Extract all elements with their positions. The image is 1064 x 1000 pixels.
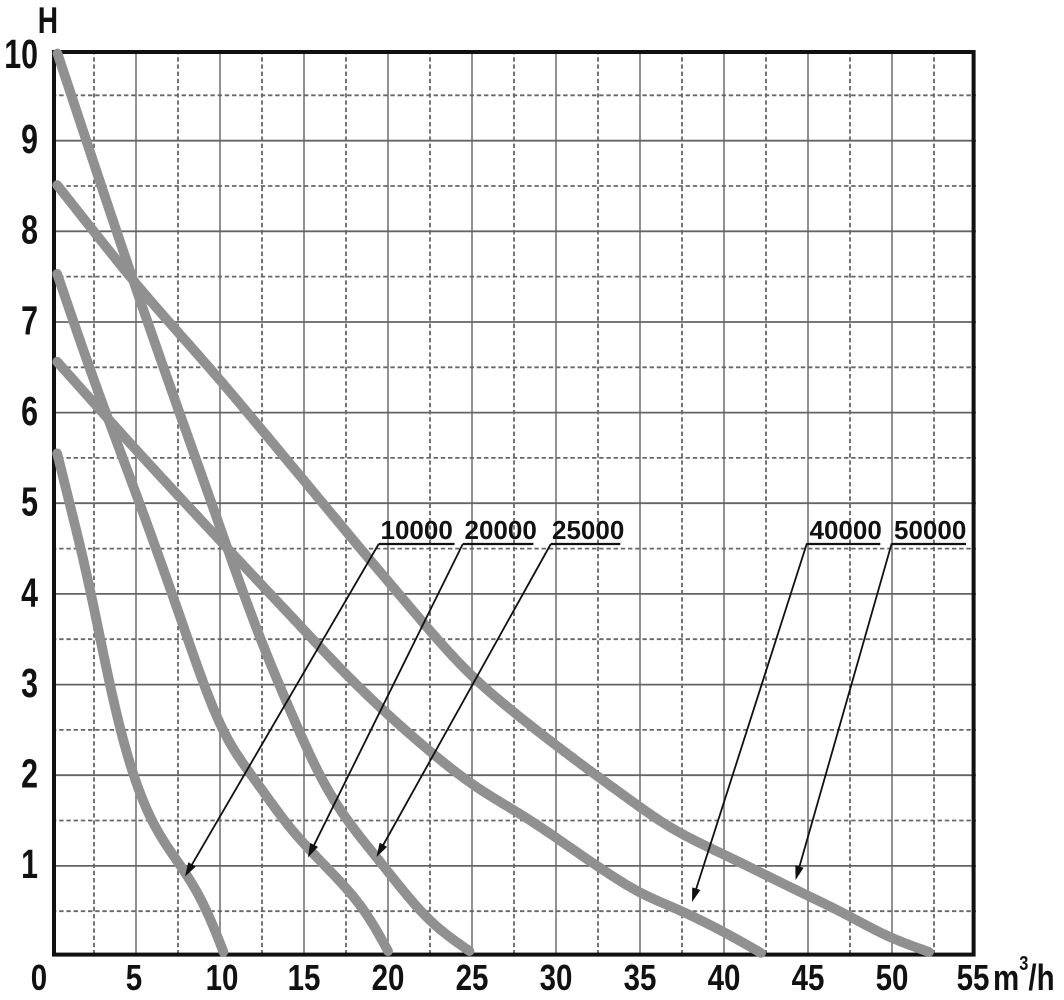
svg-text:5: 5 <box>126 957 142 997</box>
svg-text:30: 30 <box>540 957 573 997</box>
svg-text:15: 15 <box>288 957 321 997</box>
svg-text:4: 4 <box>21 569 38 616</box>
svg-text:1: 1 <box>21 841 38 888</box>
svg-text:35: 35 <box>624 957 657 997</box>
svg-text:8: 8 <box>21 206 38 253</box>
svg-text:40: 40 <box>708 957 741 997</box>
svg-text:20: 20 <box>372 957 405 997</box>
svg-text:0: 0 <box>31 957 47 997</box>
svg-text:55: 55 <box>957 957 990 997</box>
svg-text:5: 5 <box>21 478 38 525</box>
svg-text:10: 10 <box>206 957 239 997</box>
svg-text:25: 25 <box>456 957 489 997</box>
svg-text:25000: 25000 <box>552 515 624 545</box>
svg-text:10000: 10000 <box>381 515 453 545</box>
svg-text:9: 9 <box>21 116 38 163</box>
svg-text:40000: 40000 <box>810 515 882 545</box>
svg-text:3: 3 <box>21 659 38 706</box>
svg-text:7: 7 <box>21 297 38 344</box>
svg-text:50000: 50000 <box>894 515 966 545</box>
svg-text:45: 45 <box>792 957 825 997</box>
svg-text:20000: 20000 <box>465 515 537 545</box>
svg-text:2: 2 <box>21 750 38 797</box>
svg-text:6: 6 <box>21 387 38 434</box>
svg-text:50: 50 <box>876 957 909 997</box>
svg-text:H: H <box>38 0 58 41</box>
svg-text:10: 10 <box>4 30 38 77</box>
